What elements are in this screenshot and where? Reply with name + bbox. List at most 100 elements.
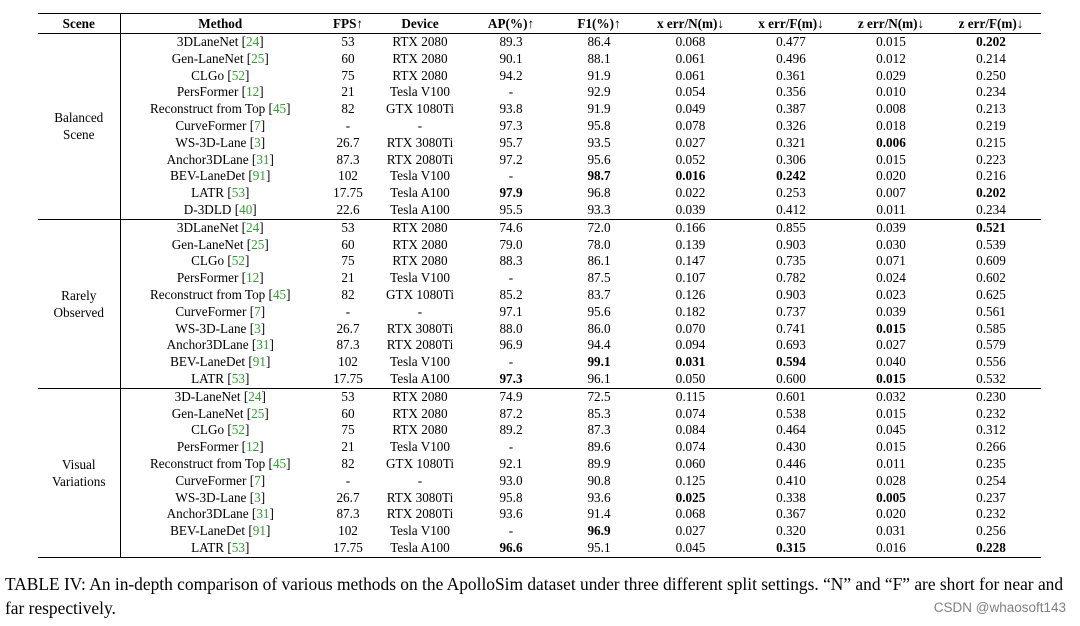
cell-zn: 0.015 [876,320,906,336]
cell-fps: 53 [341,388,355,404]
cell-f1: 95.6 [587,303,611,319]
cell-f1: 72.5 [587,388,611,404]
citation-link[interactable]: 31 [256,506,270,522]
cell-zf: 0.202 [976,34,1006,49]
citation-link[interactable]: 53 [231,370,245,386]
cell-xf: 0.320 [776,523,806,539]
citation-link[interactable]: 25 [251,50,265,66]
cell-xf: 0.538 [776,405,806,421]
cell-xn: 0.107 [675,270,706,286]
cell-zf: 0.232 [976,506,1006,522]
cell-zn: 0.024 [876,270,906,286]
table-row: CurveFormer [7] - - 93.0 90.8 0.125 0.410 0.028… [38,473,1041,490]
citation-link[interactable]: 45 [272,455,287,471]
cell-zf: 0.312 [976,422,1006,438]
citation-link[interactable]: 24 [246,34,260,49]
cell-zf: 0.254 [976,472,1006,488]
method-cell: 3DLaneNet [24] [176,219,264,235]
table-row: Anchor3DLane [31] 87.3 RTX 2080Ti 97.2 95.6 0… [38,152,1041,169]
citation-link[interactable]: 7 [254,117,261,133]
cell-zf: 0.228 [976,539,1006,555]
cell-ap: - [508,439,514,455]
table-row: Reconstruct from Top [45] 82 GTX 1080Ti 92.… [38,456,1041,473]
comparison-table: Scene Method FPS↑ Device AP(%)↑ F1(%)↑ x err/N… [38,13,1041,558]
cell-ap: 96.6 [499,539,523,555]
citation-link[interactable]: 53 [231,185,245,201]
cell-device: Tesla A100 [390,539,450,555]
cell-zn: 0.010 [876,84,906,100]
cell-zn: 0.032 [876,388,906,404]
citation-link[interactable]: 91 [252,523,266,539]
cell-zf: 0.579 [976,337,1006,353]
cell-f1: 86.4 [587,34,611,49]
citation-link[interactable]: 31 [256,151,270,167]
cell-fps: 87.3 [336,151,360,167]
cell-zn: 0.023 [876,286,906,302]
cell-xf: 0.782 [776,270,806,286]
citation-link[interactable]: 53 [231,539,245,555]
citation-link[interactable]: 52 [231,67,245,83]
citation-link[interactable]: 45 [272,101,287,117]
cell-zn: 0.012 [876,50,906,66]
citation-link[interactable]: 25 [251,405,265,421]
citation-link[interactable]: 7 [254,472,261,488]
cell-xf: 0.477 [776,34,806,49]
citation-link[interactable]: 12 [246,270,260,286]
cell-zn: 0.027 [876,337,906,353]
citation-link[interactable]: 45 [272,286,287,302]
cell-device: RTX 2080 [392,50,448,66]
cell-zf: 0.602 [976,270,1006,286]
cell-ap: 74.6 [499,219,523,235]
cell-f1: 91.4 [587,506,611,522]
method-cell: Gen-LaneNet [25] [171,50,269,66]
header-8: z err/N(m)↓ [857,16,925,31]
cell-fps: 26.7 [336,320,360,336]
table-row: LATR [53] 17.75 Tesla A100 97.3 96.1 0.050 0.6… [38,371,1041,388]
cell-ap: 79.0 [499,236,523,252]
cell-xn: 0.049 [675,101,706,117]
citation-link[interactable]: 31 [256,337,270,353]
citation-link[interactable]: 3 [254,134,261,150]
cell-f1: 92.9 [587,84,611,100]
cell-device: RTX 2080 [392,34,448,49]
citation-link[interactable]: 7 [254,303,261,319]
cell-xf: 0.741 [776,320,806,336]
citation-link[interactable]: 3 [254,489,261,505]
citation-link[interactable]: 3 [254,320,261,336]
citation-link[interactable]: 40 [239,201,253,217]
table-row: WS-3D-Lane [3] 26.7 RTX 3080Ti 88.0 86.0 0.07… [38,321,1041,338]
citation-link[interactable]: 25 [251,236,265,252]
cell-device: GTX 1080Ti [385,286,455,302]
cell-zn: 0.015 [876,439,906,455]
citation-link[interactable]: 91 [252,168,266,184]
cell-zn: 0.020 [876,506,906,522]
citation-link[interactable]: 12 [246,84,260,100]
cell-xf: 0.737 [776,303,806,319]
citation-link[interactable]: 24 [248,388,262,404]
cell-ap: 97.3 [499,370,523,386]
cell-ap: 87.2 [499,405,523,421]
cell-zn: 0.039 [876,303,906,319]
method-cell: WS-3D-Lane [3] [175,134,266,150]
citation-link[interactable]: 12 [246,439,260,455]
citation-link[interactable]: 91 [252,354,266,370]
cell-fps: 75 [341,422,355,438]
table-row: BEV-LaneDet [91] 102 Tesla V100 - 98.7 0.016 0… [38,168,1041,185]
citation-link[interactable]: 52 [231,422,245,438]
cell-zn: 0.016 [876,539,906,555]
cell-device: - [417,117,423,133]
cell-f1: 86.0 [587,320,611,336]
cell-xn: 0.068 [675,506,706,522]
cell-zf: 0.234 [976,84,1006,100]
cell-ap: 97.3 [499,117,523,133]
table-row: Reconstruct from Top [45] 82 GTX 1080Ti 85.… [38,287,1041,304]
citation-link[interactable]: 24 [246,219,260,235]
method-cell: BEV-LaneDet [91] [170,168,271,184]
cell-xn: 0.061 [675,50,706,66]
cell-ap: 94.2 [499,67,523,83]
cell-zf: 0.561 [976,303,1006,319]
method-cell: PersFormer [12] [176,439,264,455]
cell-zn: 0.071 [876,253,906,269]
header-7: x err/F(m)↓ [758,16,824,31]
citation-link[interactable]: 52 [231,253,245,269]
